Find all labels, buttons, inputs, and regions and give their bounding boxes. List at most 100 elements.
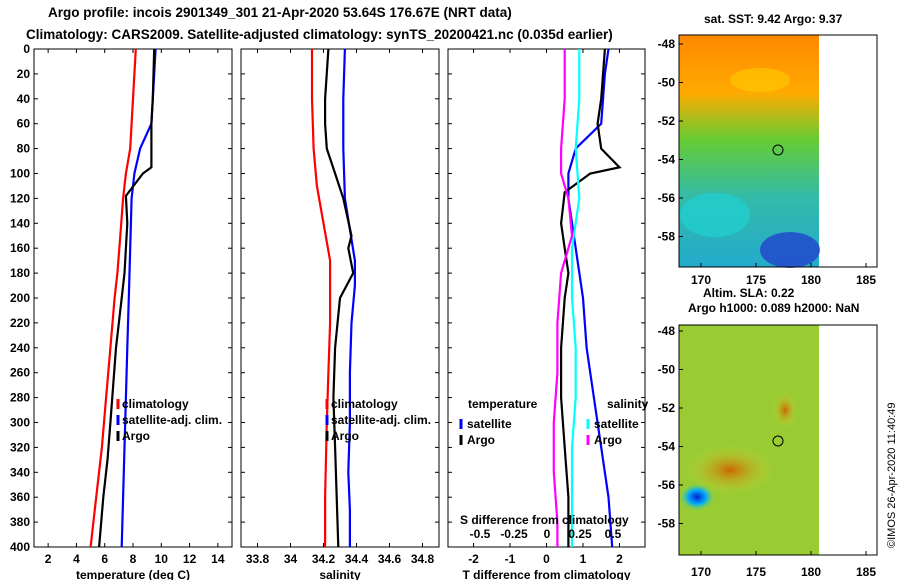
plot-frame — [33, 48, 233, 548]
x-axis-label: salinity — [319, 568, 361, 580]
map-y-tick-label: -48 — [658, 37, 676, 51]
sst-deep-patch — [760, 232, 820, 268]
y-tick-label: 280 — [10, 391, 30, 405]
map-y-tick-label: -48 — [658, 324, 676, 338]
map-y-tick-label: -54 — [658, 440, 676, 454]
sla-map-frame — [678, 324, 878, 556]
legend-header-salinity: salinity — [607, 397, 649, 411]
map-y-tick-label: -56 — [658, 191, 676, 205]
map-x-tick-label: 185 — [856, 565, 876, 579]
map-y-tick-label: -58 — [658, 517, 676, 531]
y-tick-label: 340 — [10, 465, 30, 479]
x-tick-label: 34.2 — [312, 552, 336, 566]
secondary-x-tick-label: 0 — [544, 527, 551, 541]
map-x-tick-label: 180 — [801, 565, 821, 579]
y-tick-label: 180 — [10, 266, 30, 280]
secondary-x-tick-label: -0.25 — [500, 527, 528, 541]
legend-label: climatology — [331, 397, 398, 411]
x-tick-label: 34.6 — [378, 552, 402, 566]
sla-map-title-line1: Altim. SLA: 0.22 — [703, 286, 795, 300]
series-line-salinity-Argo — [552, 49, 574, 547]
x-axis-label: temperature (deg C) — [76, 568, 190, 580]
figure-title-line2: Climatology: CARS2009. Satellite-adjuste… — [26, 27, 613, 42]
figure-title-line1: Argo profile: incois 2901349_301 21-Apr-… — [48, 5, 512, 20]
legend-label: satellite-adj. clim. — [331, 413, 431, 427]
map-y-tick-label: -52 — [658, 401, 676, 415]
y-tick-label: 120 — [10, 191, 30, 205]
x-tick-label: 0 — [543, 552, 550, 566]
sla-high-patch-east — [773, 392, 797, 428]
y-tick-label: 360 — [10, 490, 30, 504]
y-tick-label: 320 — [10, 440, 30, 454]
legend-label: Argo — [331, 429, 359, 443]
secondary-x-tick-label: 0.25 — [568, 527, 592, 541]
y-tick-label: 80 — [17, 142, 31, 156]
x-tick-label: 2 — [45, 552, 52, 566]
map-x-tick-label: 170 — [691, 273, 711, 287]
sst-argo-location-marker — [772, 144, 784, 156]
map-x-tick-label: 170 — [691, 565, 711, 579]
sst-warm-patch — [730, 68, 790, 92]
secondary-x-tick-label: 0.5 — [605, 527, 622, 541]
x-tick-label: 12 — [183, 552, 197, 566]
y-tick-label: 380 — [10, 515, 30, 529]
y-tick-label: 240 — [10, 341, 30, 355]
x-tick-label: 34 — [284, 552, 298, 566]
series-line-Argo — [98, 48, 156, 548]
x-tick-label: -1 — [505, 552, 516, 566]
chart-panel-temperature: 0 20 40 60 80 100 120 140 160 180 200 220 240 260 280 3… — [10, 42, 233, 580]
y-tick-label: 260 — [10, 366, 30, 380]
map-x-tick-label: 175 — [746, 273, 766, 287]
x-tick-label: 6 — [101, 552, 108, 566]
sla-map — [678, 324, 878, 556]
legend-header-temperature: temperature — [468, 397, 538, 411]
x-axis-label: T difference from climatology — [462, 568, 630, 580]
sla-map-image — [679, 325, 819, 555]
x-tick-label: 1 — [580, 552, 587, 566]
y-tick-label: 200 — [10, 291, 30, 305]
chart-panel-salinity: 33.8 34 34.2 34.4 34.6 34.8 salinity climatolog… — [240, 48, 440, 580]
y-tick-label: 60 — [17, 117, 31, 131]
y-tick-label: 400 — [10, 540, 30, 554]
x-tick-label: 33.8 — [246, 552, 270, 566]
map-y-tick-label: -54 — [658, 153, 676, 167]
map-y-tick-label: -56 — [658, 478, 676, 492]
secondary-x-tick-label: -0.5 — [470, 527, 491, 541]
map-x-tick-label: 185 — [856, 273, 876, 287]
sla-high-patch — [685, 445, 775, 495]
timestamp: ©IMOS 26-Apr-2020 11:40:49 — [886, 402, 898, 548]
series-line-salinity-satellite — [570, 49, 581, 547]
y-tick-label: 20 — [17, 67, 31, 81]
sla-map-title-line2: Argo h1000: 0.089 h2000: NaN — [688, 301, 860, 315]
series-line-Argo — [324, 48, 355, 548]
sst-map — [678, 34, 878, 268]
y-tick-label: 140 — [10, 216, 30, 230]
y-tick-label: 0 — [23, 42, 30, 56]
legend-label: satellite-adj. clim. — [122, 413, 222, 427]
map-y-tick-label: -50 — [658, 76, 676, 90]
chart-panel-difference-from-climatology: -2 -1 0 1 2 T difference from climatology temp… — [447, 48, 649, 580]
sst-map-frame — [678, 34, 878, 268]
map-x-tick-label: 180 — [801, 273, 821, 287]
map-y-tick-label: -52 — [658, 114, 676, 128]
legend-label: satellite — [594, 417, 639, 431]
sla-argo-location-marker — [772, 435, 784, 447]
x-tick-label: 2 — [616, 552, 623, 566]
map-y-tick-label: -58 — [658, 230, 676, 244]
series-line-climatology — [310, 49, 332, 547]
y-tick-label: 160 — [10, 241, 30, 255]
series-line-climatology — [89, 48, 137, 548]
series-line-temperature-satellite — [567, 48, 614, 548]
x-tick-label: 10 — [155, 552, 169, 566]
series-line-temperature-Argo — [559, 48, 622, 547]
sst-map-title: sat. SST: 9.42 Argo: 9.37 — [704, 12, 843, 26]
x-tick-label: 4 — [73, 552, 80, 566]
x-tick-label: 8 — [130, 552, 137, 566]
sla-low-patch — [679, 483, 715, 511]
y-tick-label: 100 — [10, 167, 30, 181]
plot-frame — [447, 48, 646, 548]
x-tick-label: 14 — [211, 552, 225, 566]
y-tick-label: 220 — [10, 316, 30, 330]
legend-label: Argo — [122, 429, 150, 443]
